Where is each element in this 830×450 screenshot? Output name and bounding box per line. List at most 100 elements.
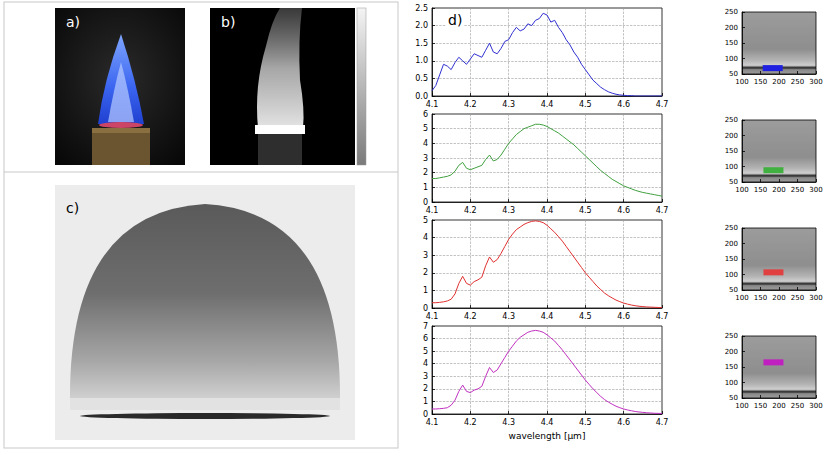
svg-text:4.6: 4.6 — [617, 206, 630, 215]
svg-text:0.5: 0.5 — [415, 74, 428, 83]
svg-text:2.0: 2.0 — [415, 21, 428, 30]
svg-text:200: 200 — [772, 294, 785, 302]
svg-text:4.5: 4.5 — [579, 206, 592, 215]
svg-text:4.5: 4.5 — [579, 312, 592, 321]
svg-text:4.3: 4.3 — [502, 206, 515, 215]
svg-text:4.4: 4.4 — [541, 312, 554, 321]
svg-text:4.7: 4.7 — [656, 418, 669, 427]
svg-text:3: 3 — [423, 251, 428, 260]
svg-text:250: 250 — [725, 332, 738, 340]
svg-text:4.2: 4.2 — [464, 100, 477, 109]
svg-text:100: 100 — [725, 271, 738, 279]
svg-text:300: 300 — [809, 78, 822, 86]
svg-text:100: 100 — [735, 186, 748, 194]
svg-text:1: 1 — [423, 286, 428, 295]
svg-text:2: 2 — [423, 168, 428, 177]
svg-text:4: 4 — [423, 233, 428, 242]
svg-text:100: 100 — [735, 402, 748, 410]
svg-text:4.3: 4.3 — [502, 100, 515, 109]
svg-text:0.0: 0.0 — [415, 91, 428, 101]
svg-text:4.7: 4.7 — [656, 312, 669, 321]
svg-text:150: 150 — [725, 255, 738, 263]
svg-text:4.6: 4.6 — [617, 418, 630, 427]
svg-text:4.5: 4.5 — [579, 418, 592, 427]
svg-text:3: 3 — [423, 154, 428, 163]
svg-text:200: 200 — [725, 348, 738, 356]
svg-text:150: 150 — [725, 39, 738, 47]
html-text:d): d) — [448, 12, 463, 28]
svg-text:250: 250 — [791, 294, 804, 302]
svg-text:200: 200 — [772, 186, 785, 194]
svg-text:200: 200 — [725, 132, 738, 140]
svg-text:50: 50 — [729, 286, 738, 294]
svg-text:100: 100 — [725, 379, 738, 387]
svg-text:100: 100 — [725, 55, 738, 63]
svg-text:200: 200 — [772, 402, 785, 410]
svg-text:6: 6 — [423, 110, 428, 119]
svg-text:1: 1 — [423, 397, 428, 406]
svg-text:200: 200 — [772, 78, 785, 86]
svg-text:250: 250 — [791, 186, 804, 194]
svg-text:2: 2 — [423, 268, 428, 277]
svg-text:4.3: 4.3 — [502, 418, 515, 427]
svg-text:4.7: 4.7 — [656, 100, 669, 109]
svg-text:4.7: 4.7 — [656, 206, 669, 215]
svg-text:5: 5 — [423, 347, 428, 356]
svg-text:4.1: 4.1 — [426, 206, 439, 215]
svg-text:4.1: 4.1 — [426, 418, 439, 427]
svg-text:4.4: 4.4 — [541, 100, 554, 109]
svg-text:1: 1 — [423, 183, 428, 192]
svg-text:4.6: 4.6 — [617, 312, 630, 321]
svg-text:5: 5 — [423, 124, 428, 133]
svg-text:250: 250 — [725, 116, 738, 124]
svg-text:4.4: 4.4 — [541, 206, 554, 215]
svg-text:50: 50 — [729, 70, 738, 78]
svg-text:7: 7 — [423, 322, 428, 331]
svg-text:4.5: 4.5 — [579, 100, 592, 109]
svg-text:150: 150 — [754, 402, 767, 410]
svg-text:250: 250 — [791, 402, 804, 410]
svg-text:200: 200 — [725, 24, 738, 32]
svg-text:100: 100 — [735, 78, 748, 86]
svg-text:300: 300 — [809, 186, 822, 194]
svg-text:4.4: 4.4 — [541, 418, 554, 427]
svg-text:4.3: 4.3 — [502, 312, 515, 321]
svg-text:1.5: 1.5 — [415, 39, 428, 48]
svg-text:4.6: 4.6 — [617, 100, 630, 109]
svg-text:a): a) — [66, 14, 80, 30]
svg-text:0: 0 — [422, 303, 428, 313]
svg-text:b): b) — [221, 14, 235, 30]
svg-text:2: 2 — [423, 384, 428, 393]
svg-text:50: 50 — [729, 178, 738, 186]
svg-text:100: 100 — [725, 163, 738, 171]
svg-text:250: 250 — [725, 8, 738, 16]
svg-text:c): c) — [66, 200, 79, 216]
svg-text:150: 150 — [754, 186, 767, 194]
svg-text:200: 200 — [725, 240, 738, 248]
svg-text:100: 100 — [735, 294, 748, 302]
svg-text:4.1: 4.1 — [426, 312, 439, 321]
svg-text:4.2: 4.2 — [464, 206, 477, 215]
svg-text:2.5: 2.5 — [415, 4, 428, 13]
svg-text:3: 3 — [423, 372, 428, 381]
svg-text:300: 300 — [809, 294, 822, 302]
svg-text:4: 4 — [423, 359, 428, 368]
svg-text:0: 0 — [422, 197, 428, 207]
svg-text:wavelength [μm]: wavelength [μm] — [509, 431, 586, 441]
svg-text:150: 150 — [754, 78, 767, 86]
svg-text:5: 5 — [423, 216, 428, 225]
svg-text:250: 250 — [791, 78, 804, 86]
svg-text:250: 250 — [725, 224, 738, 232]
svg-text:150: 150 — [754, 294, 767, 302]
svg-text:50: 50 — [729, 394, 738, 402]
svg-text:150: 150 — [725, 147, 738, 155]
svg-text:4.1: 4.1 — [426, 100, 439, 109]
svg-text:6: 6 — [423, 334, 428, 343]
svg-text:1.0: 1.0 — [415, 56, 428, 65]
svg-text:4.2: 4.2 — [464, 312, 477, 321]
svg-text:0: 0 — [422, 409, 428, 419]
svg-text:4: 4 — [423, 139, 428, 148]
svg-text:150: 150 — [725, 363, 738, 371]
svg-text:300: 300 — [809, 402, 822, 410]
svg-text:4.2: 4.2 — [464, 418, 477, 427]
